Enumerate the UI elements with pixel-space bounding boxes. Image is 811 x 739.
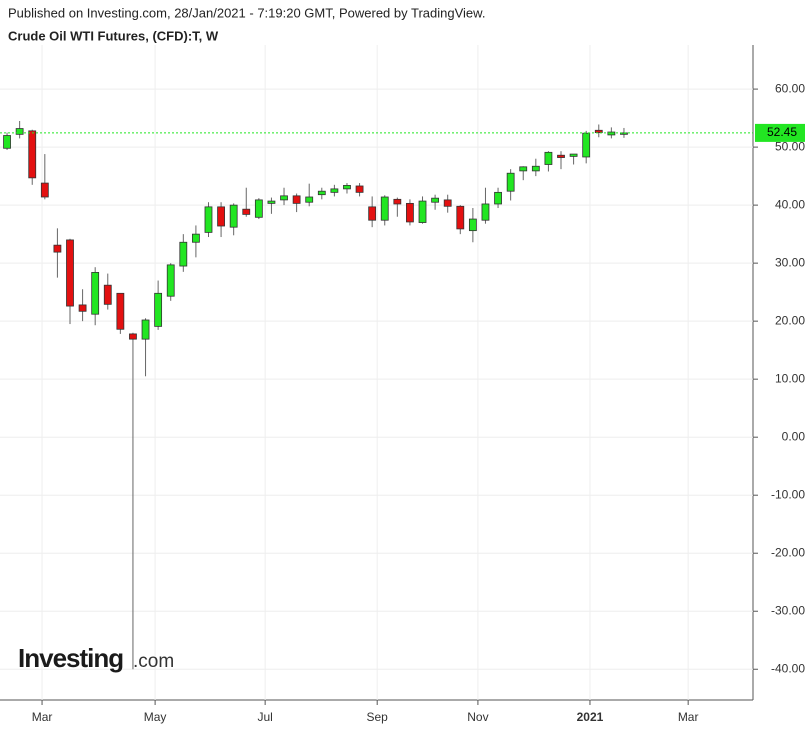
candle-body — [544, 151, 553, 165]
candle-body — [594, 129, 603, 134]
candle-body — [607, 131, 616, 136]
candle-body — [468, 218, 477, 232]
candle-body — [380, 196, 389, 221]
y-tick-label: 0.00 — [782, 429, 806, 443]
x-tick-label: Mar — [32, 710, 53, 724]
candle-body — [229, 204, 238, 228]
candle-body — [28, 130, 37, 179]
candle-body — [393, 198, 402, 205]
candle-body — [582, 132, 591, 158]
published-note: Published on Investing.com, 28/Jan/2021 … — [8, 5, 485, 20]
y-tick-label: 60.00 — [775, 81, 805, 95]
candle-body — [3, 135, 11, 149]
candle-body — [91, 272, 100, 315]
last-price-label: 52.45 — [767, 125, 797, 139]
candle-body — [154, 292, 163, 327]
candle-body — [116, 292, 125, 330]
y-tick-label: -10.00 — [771, 487, 805, 501]
candle-body — [103, 284, 112, 305]
chart-title: Crude Oil WTI Futures, (CFD):T, W — [8, 28, 219, 43]
candle-body — [431, 197, 440, 203]
candles — [3, 121, 628, 670]
candle-body — [620, 132, 628, 135]
candle-body — [66, 239, 74, 307]
y-tick-label: -30.00 — [771, 603, 805, 617]
y-tick-label: 30.00 — [775, 255, 805, 269]
candle-body — [53, 244, 62, 253]
candle-body — [368, 206, 377, 221]
candle-body — [443, 199, 452, 207]
candle-body — [519, 166, 528, 172]
candle-body — [317, 190, 326, 196]
candle-body — [569, 153, 578, 157]
candle-body — [217, 206, 225, 227]
candle-body — [15, 128, 24, 135]
x-tick-label: Jul — [257, 710, 272, 724]
candle-body — [506, 172, 515, 192]
x-tick-label: Sep — [367, 710, 389, 724]
grid — [0, 45, 753, 700]
x-tick-label: Nov — [467, 710, 488, 724]
candle-body — [204, 206, 213, 233]
y-tick-label: 10.00 — [775, 371, 805, 385]
x-tick-label: Mar — [678, 710, 699, 724]
candle-body — [531, 165, 540, 172]
candle-body — [355, 185, 364, 193]
candle-body — [292, 195, 301, 204]
x-tick-label: May — [144, 710, 167, 724]
y-tick-label: 20.00 — [775, 313, 805, 327]
candle-body — [129, 333, 137, 340]
logo-main: Investing — [18, 643, 123, 673]
candle-body — [267, 200, 276, 204]
candle-body — [242, 208, 251, 215]
x-tick-label: 2021 — [577, 710, 604, 724]
candle-body — [557, 154, 565, 158]
candle-body — [330, 188, 339, 193]
candle-body — [280, 195, 288, 201]
candle-body — [481, 203, 490, 221]
y-tick-label: -40.00 — [771, 661, 805, 675]
candle-body — [78, 304, 87, 312]
y-tick-label: 40.00 — [775, 197, 805, 211]
candle-body — [456, 205, 465, 230]
candle-body — [406, 202, 414, 223]
y-tick-label: -20.00 — [771, 545, 805, 559]
candle-body — [254, 199, 263, 218]
y-tick-label: 50.00 — [775, 139, 805, 153]
candle-body — [141, 319, 150, 340]
last-price-box — [755, 123, 805, 142]
candle-body — [179, 241, 188, 267]
candle-body — [305, 196, 314, 203]
candle-body — [40, 182, 49, 198]
candle-body — [166, 264, 175, 297]
candle-body — [418, 200, 427, 223]
logo-suffix: .com — [133, 651, 174, 672]
candle-body — [494, 191, 502, 205]
candle-body — [343, 184, 351, 190]
candle-body — [191, 233, 200, 243]
